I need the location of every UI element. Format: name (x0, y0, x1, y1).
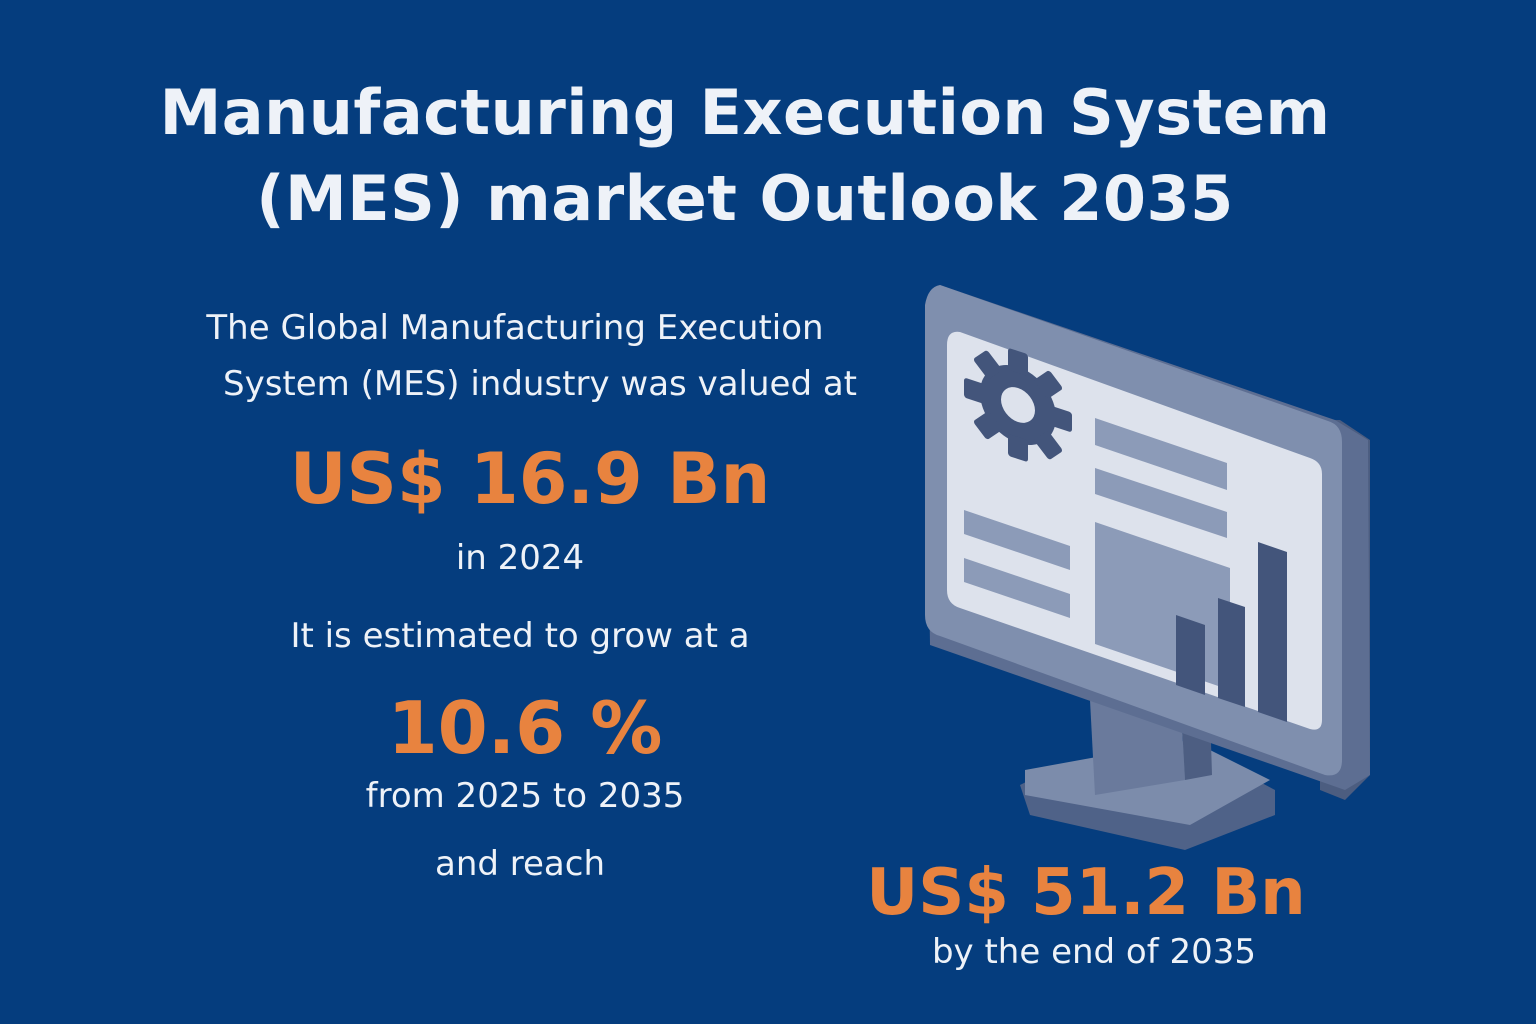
title-line-2: (MES) market Outlook 2035 (256, 162, 1234, 235)
reach-text: and reach (435, 844, 605, 884)
growth-text: It is estimated to grow at a (290, 616, 750, 656)
gear-icon (964, 348, 1072, 462)
screen-lines (964, 418, 1227, 618)
bar-chart-icon (1095, 522, 1287, 722)
monitor-icon (925, 285, 1370, 850)
period-text: from 2025 to 2035 (365, 776, 685, 816)
end-2035-label: by the end of 2035 (931, 932, 1257, 972)
intro-line-1: The Global Manufacturing Execution (206, 308, 824, 348)
intro-line-2: System (MES) industry was valued at (223, 364, 857, 404)
title-line-1: Manufacturing Execution System (159, 76, 1331, 149)
page-title: Manufacturing Execution System (MES) mar… (0, 70, 1490, 242)
cagr-value: 10.6 % (387, 686, 663, 770)
year-2024-label: in 2024 (455, 538, 585, 578)
value-2024: US$ 16.9 Bn (289, 438, 771, 520)
value-2035: US$ 51.2 Bn (866, 856, 1306, 930)
